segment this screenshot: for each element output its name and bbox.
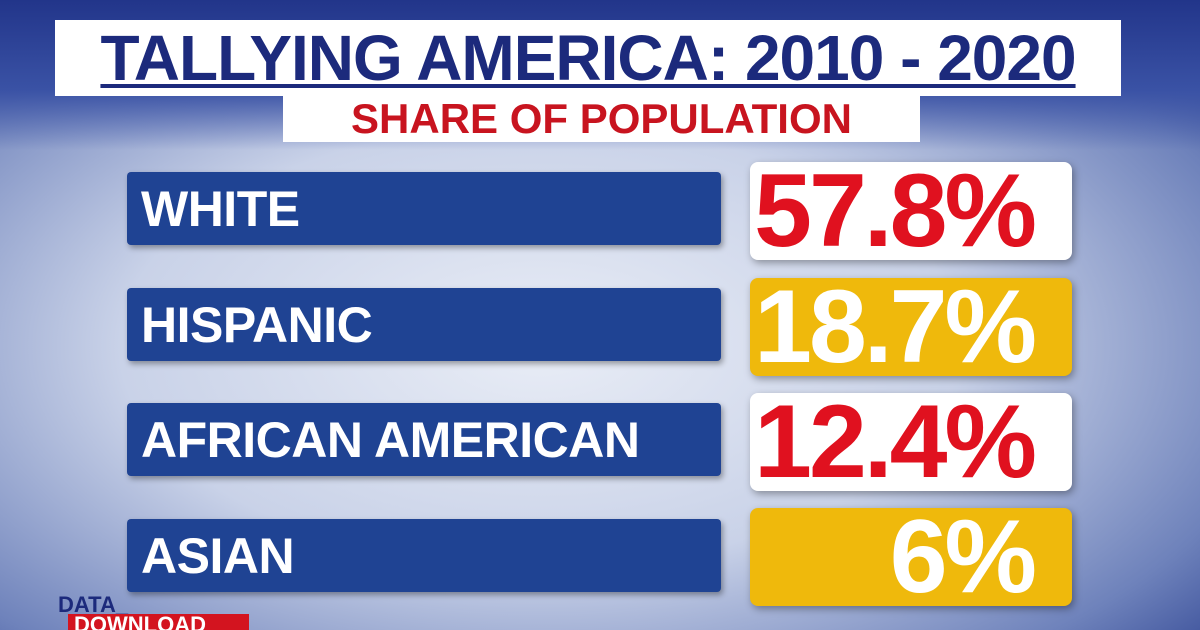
label-bar: WHITE	[127, 172, 721, 245]
row-label: WHITE	[141, 180, 300, 237]
row-label: ASIAN	[141, 527, 295, 584]
row-label: HISPANIC	[141, 296, 373, 353]
row-value: 12.4%	[754, 384, 1037, 500]
row-label: AFRICAN AMERICAN	[141, 411, 640, 468]
label-bar: ASIAN	[127, 519, 721, 592]
title-box: TALLYING AMERICA: 2010 - 2020	[55, 20, 1121, 96]
value-box: 12.4%	[750, 384, 1072, 500]
label-bar: AFRICAN AMERICAN	[127, 403, 721, 476]
value-box: 6%	[750, 499, 1072, 615]
title: TALLYING AMERICA: 2010 - 2020	[100, 22, 1076, 94]
row-value: 18.7%	[754, 269, 1037, 385]
value-box: 18.7%	[750, 269, 1072, 385]
subtitle: SHARE OF POPULATION	[351, 95, 852, 142]
value-box: 57.8%	[750, 153, 1072, 269]
subtitle-box: SHARE OF POPULATION	[283, 95, 920, 142]
logo-text: DATA_	[58, 592, 129, 617]
row-value: 57.8%	[754, 153, 1037, 269]
logo-text: DOWNLOAD	[68, 614, 249, 630]
label-bar: HISPANIC	[127, 288, 721, 361]
row-value: 6%	[889, 499, 1037, 615]
